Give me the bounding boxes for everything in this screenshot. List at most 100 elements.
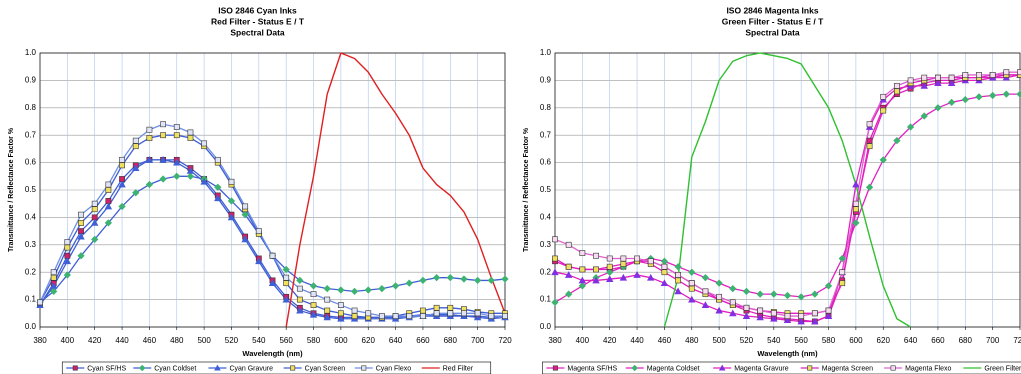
marker	[715, 279, 723, 287]
marker	[729, 299, 736, 306]
series-line	[285, 52, 506, 328]
marker	[729, 285, 737, 293]
marker	[49, 282, 58, 289]
marker	[647, 273, 655, 281]
x-tick-label: 500	[712, 336, 726, 345]
x-tick-label: 580	[307, 336, 321, 345]
marker	[433, 310, 440, 317]
marker	[634, 255, 640, 262]
marker	[989, 72, 996, 78]
marker	[948, 74, 955, 81]
marker	[647, 258, 654, 265]
marker	[446, 274, 454, 282]
legend-box	[61, 361, 492, 374]
marker	[552, 236, 558, 243]
y-axis-label: Transmittance / Reflectance Factor %	[523, 127, 530, 252]
marker	[947, 79, 956, 87]
marker	[146, 135, 153, 141]
marker	[91, 206, 98, 213]
x-tick-label: 680	[959, 336, 973, 345]
y-tick-label: 0.7	[25, 130, 37, 139]
marker	[337, 302, 344, 308]
x-tick-label: 580	[822, 336, 836, 345]
y-tick-label: 0.1	[25, 295, 37, 304]
x-tick-label: 660	[931, 336, 945, 345]
marker	[565, 290, 573, 298]
x-tick-label: 720	[498, 336, 512, 345]
marker	[119, 156, 125, 163]
x-tick-label: 460	[658, 336, 672, 345]
marker	[214, 183, 222, 191]
series-line	[39, 123, 505, 317]
marker	[64, 244, 71, 251]
marker	[364, 286, 372, 294]
marker	[675, 272, 681, 278]
marker	[160, 132, 166, 139]
marker	[688, 295, 696, 303]
marker	[91, 200, 98, 207]
marker	[619, 273, 628, 281]
marker	[420, 313, 426, 319]
marker	[337, 314, 345, 322]
marker	[337, 310, 344, 317]
marker	[50, 287, 58, 296]
y-tick-label: 0.6	[25, 158, 37, 167]
marker	[310, 291, 317, 298]
marker	[660, 257, 669, 265]
marker	[139, 364, 146, 372]
marker	[77, 252, 85, 260]
marker	[502, 313, 508, 319]
marker	[187, 135, 194, 141]
chart-title: Red Filter - Status E / T	[211, 16, 305, 26]
x-tick-label: 600	[849, 336, 863, 345]
marker	[579, 266, 586, 273]
marker	[173, 124, 180, 130]
marker	[72, 365, 78, 371]
marker	[729, 309, 737, 317]
marker	[631, 364, 638, 372]
marker	[565, 241, 572, 248]
marker	[920, 82, 928, 89]
marker	[578, 276, 587, 284]
marker	[716, 293, 723, 300]
x-tick-label: 380	[548, 336, 562, 345]
marker	[200, 177, 208, 185]
x-tick-label: 400	[61, 336, 75, 345]
marker	[934, 79, 942, 87]
marker	[947, 98, 956, 106]
marker	[770, 310, 777, 317]
y-tick-label: 0.6	[540, 158, 552, 167]
marker	[606, 263, 613, 270]
marker	[447, 310, 454, 317]
marker	[309, 310, 318, 318]
marker	[173, 158, 181, 166]
marker	[104, 202, 113, 210]
marker	[63, 257, 72, 265]
marker	[852, 219, 860, 227]
marker	[90, 219, 99, 226]
y-tick-label: 0.0	[25, 322, 37, 331]
marker	[392, 313, 399, 319]
marker	[361, 365, 367, 371]
x-tick-label: 560	[794, 336, 808, 345]
marker	[852, 200, 859, 207]
marker	[825, 307, 832, 314]
marker	[323, 313, 331, 321]
y-tick-label: 0.9	[25, 76, 37, 85]
marker	[214, 364, 221, 371]
marker	[715, 306, 723, 314]
marker	[282, 265, 290, 274]
marker	[118, 180, 126, 188]
marker	[565, 263, 572, 270]
marker	[290, 365, 296, 371]
marker	[852, 180, 860, 188]
marker	[742, 287, 751, 296]
marker	[839, 269, 846, 276]
marker	[770, 290, 778, 298]
marker	[824, 312, 833, 319]
marker	[391, 282, 400, 290]
marker	[118, 202, 126, 211]
marker	[797, 293, 805, 301]
legend-label: Magenta Coldset	[647, 365, 700, 372]
marker	[606, 255, 613, 262]
